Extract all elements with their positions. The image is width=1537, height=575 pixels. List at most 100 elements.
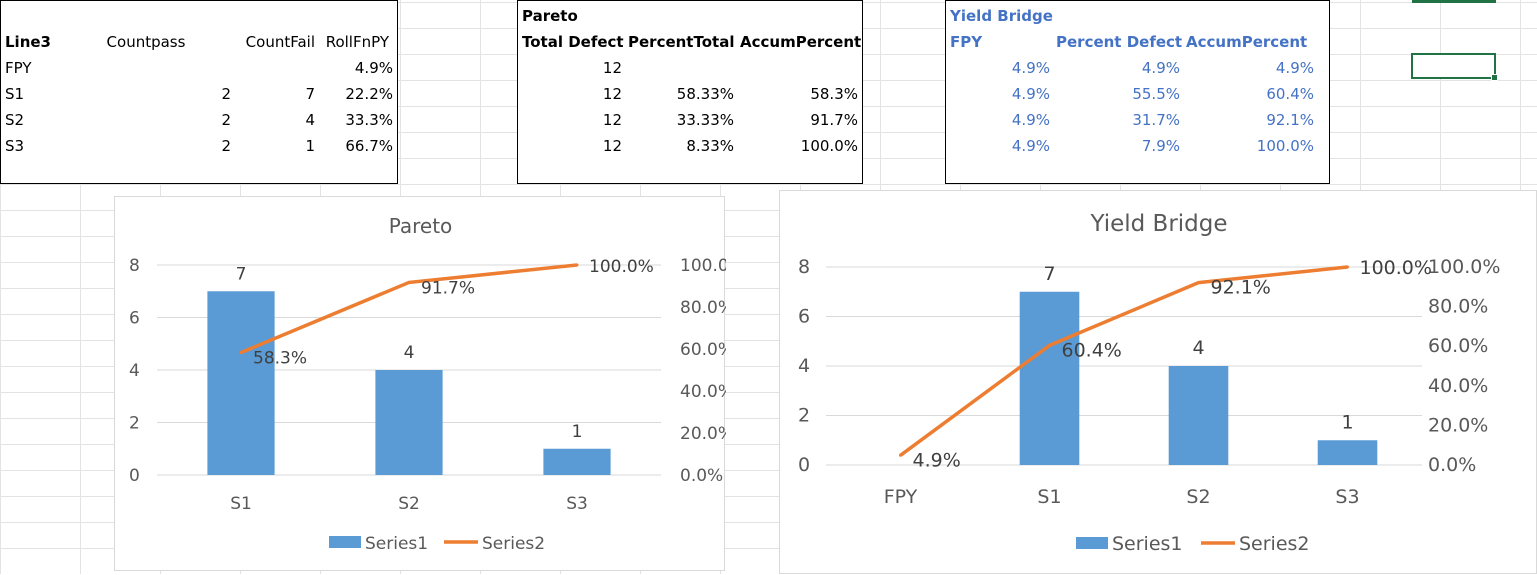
t2-cell[interactable]: 8.33% xyxy=(686,137,734,155)
t2-title[interactable]: Pareto xyxy=(522,7,578,25)
t3-title[interactable]: Yield Bridge xyxy=(950,7,1053,25)
line-point[interactable] xyxy=(1048,343,1051,347)
x-category-label: S1 xyxy=(1037,486,1061,508)
bar[interactable] xyxy=(207,291,275,475)
legend-swatch-series1 xyxy=(1076,537,1108,549)
t1-cell[interactable]: 33.3% xyxy=(345,111,393,129)
y-tick-label: 8 xyxy=(129,256,140,276)
t3-cell[interactable]: 55.5% xyxy=(1132,85,1180,103)
x-category-label: S2 xyxy=(398,494,420,514)
y-tick-label: 2 xyxy=(129,414,140,434)
t2-header-1[interactable]: PercentTotal xyxy=(628,33,735,51)
bar[interactable] xyxy=(1168,366,1229,465)
line-data-label: 60.4% xyxy=(1062,339,1122,361)
line-point[interactable] xyxy=(239,351,243,355)
bar[interactable] xyxy=(543,448,611,475)
t2-cell[interactable]: 12 xyxy=(602,85,622,103)
y2-tick-label: 60.0% xyxy=(680,340,726,360)
t2-cell[interactable]: 12 xyxy=(602,59,622,77)
t1-cell[interactable]: S1 xyxy=(5,85,25,103)
chart-legend: Series1 Series2 xyxy=(1076,533,1310,555)
t1-cell[interactable]: 2 xyxy=(221,111,231,129)
t1-cell[interactable]: 4.9% xyxy=(354,59,393,77)
t1-cell[interactable]: 7 xyxy=(305,85,315,103)
bar[interactable] xyxy=(1019,291,1080,465)
y2-tick-label: 100.0% xyxy=(680,256,726,276)
bar[interactable] xyxy=(375,370,443,475)
y2-tick-label: 20.0% xyxy=(680,424,726,444)
bar-data-label: 4 xyxy=(1192,337,1204,359)
t3-cell[interactable]: 100.0% xyxy=(1256,137,1314,155)
pareto-table: Pareto Total Defect PercentTotal AccumPe… xyxy=(517,0,863,184)
line-point[interactable] xyxy=(1197,281,1200,285)
t2-cell[interactable]: 58.33% xyxy=(676,85,734,103)
t3-cell[interactable]: 7.9% xyxy=(1141,137,1180,155)
series2-line[interactable] xyxy=(899,265,1348,457)
t1-header-2[interactable]: CountFail xyxy=(245,33,315,51)
t3-cell[interactable]: 4.9% xyxy=(1011,59,1050,77)
t2-cell[interactable]: 12 xyxy=(602,137,622,155)
t3-cell[interactable]: 4.9% xyxy=(1275,59,1314,77)
t1-cell[interactable]: S3 xyxy=(5,137,25,155)
selected-cell[interactable] xyxy=(1411,53,1498,81)
fill-handle[interactable] xyxy=(1491,74,1498,81)
y2-tick-label: 0.0% xyxy=(680,466,723,486)
y-tick-label: 0 xyxy=(798,454,810,476)
pareto-chart[interactable]: Pareto024680.0%20.0%40.0%60.0%80.0%100.0… xyxy=(114,196,726,571)
t3-cell[interactable]: 31.7% xyxy=(1132,111,1180,129)
bar[interactable] xyxy=(1317,440,1378,465)
t3-cell[interactable]: 4.9% xyxy=(1011,111,1050,129)
bar-data-label: 1 xyxy=(572,422,583,442)
t2-header-0[interactable]: Total Defect xyxy=(522,33,624,51)
t2-cell[interactable]: 12 xyxy=(602,111,622,129)
y2-tick-label: 40.0% xyxy=(1428,375,1488,397)
t1-cell[interactable]: 2 xyxy=(221,85,231,103)
y-tick-label: 6 xyxy=(798,306,810,328)
t1-header-3[interactable]: RollFnPY xyxy=(325,33,389,51)
pareto-chart-svg: Pareto024680.0%20.0%40.0%60.0%80.0%100.0… xyxy=(129,214,726,554)
t3-cell[interactable]: 4.9% xyxy=(1011,85,1050,103)
yield-bridge-chart[interactable]: Yield Bridge 0 2 4 6 8 0.0% 20.0% 40.0% 60.0% 80.0… xyxy=(779,190,1537,574)
t1-cell[interactable]: FPY xyxy=(5,59,32,77)
x-category-label: FPY xyxy=(884,486,918,508)
line-point[interactable] xyxy=(899,453,902,457)
t1-cell[interactable]: 66.7% xyxy=(345,137,393,155)
y2-tick-label: 100.0% xyxy=(1428,256,1500,278)
column-header-highlight xyxy=(1412,0,1496,3)
line-point[interactable] xyxy=(575,263,579,267)
x-category-label: S3 xyxy=(566,494,588,514)
t1-cell[interactable]: 22.2% xyxy=(345,85,393,103)
t1-header-1[interactable]: Countpass xyxy=(106,33,186,51)
line-point[interactable] xyxy=(1346,265,1349,269)
t3-header-0[interactable]: FPY xyxy=(950,33,983,51)
y2-tick-label: 80.0% xyxy=(1428,296,1488,318)
y2-tick-label: 80.0% xyxy=(680,298,726,318)
t1-cell[interactable]: 1 xyxy=(305,137,315,155)
t3-header-2[interactable]: AccumPercent xyxy=(1186,33,1308,51)
t1-cell[interactable]: 2 xyxy=(221,137,231,155)
y2-tick-label: 0.0% xyxy=(1428,454,1476,476)
t1-cell[interactable]: 4 xyxy=(305,111,315,129)
t2-cell[interactable]: 100.0% xyxy=(800,137,858,155)
legend-label-series1: Series1 xyxy=(1112,533,1183,555)
t1-header-0[interactable]: Line3 xyxy=(5,33,51,51)
legend-swatch-series1 xyxy=(329,536,361,548)
t3-header-1[interactable]: Percent Defect xyxy=(1056,33,1183,51)
t3-cell[interactable]: 4.9% xyxy=(1011,137,1050,155)
yield-bridge-chart-svg: Yield Bridge024680.0%20.0%40.0%60.0%80.0… xyxy=(798,211,1500,555)
series2-line[interactable] xyxy=(240,263,578,355)
x-category-label: S2 xyxy=(1186,486,1210,508)
line-data-label: 91.7% xyxy=(421,278,475,298)
t2-cell[interactable]: 58.3% xyxy=(810,85,858,103)
legend-label-series2: Series2 xyxy=(1239,533,1310,555)
t3-cell[interactable]: 92.1% xyxy=(1266,111,1314,129)
t2-cell[interactable]: 33.33% xyxy=(676,111,734,129)
line-point[interactable] xyxy=(407,280,411,284)
t3-cell[interactable]: 4.9% xyxy=(1141,59,1180,77)
t2-header-2[interactable]: AccumPercent xyxy=(740,33,862,51)
t2-cell[interactable]: 91.7% xyxy=(810,111,858,129)
y2-tick-label: 60.0% xyxy=(1428,335,1488,357)
t3-cell[interactable]: 60.4% xyxy=(1266,85,1314,103)
x-category-label: S1 xyxy=(230,494,252,514)
t1-cell[interactable]: S2 xyxy=(5,111,25,129)
